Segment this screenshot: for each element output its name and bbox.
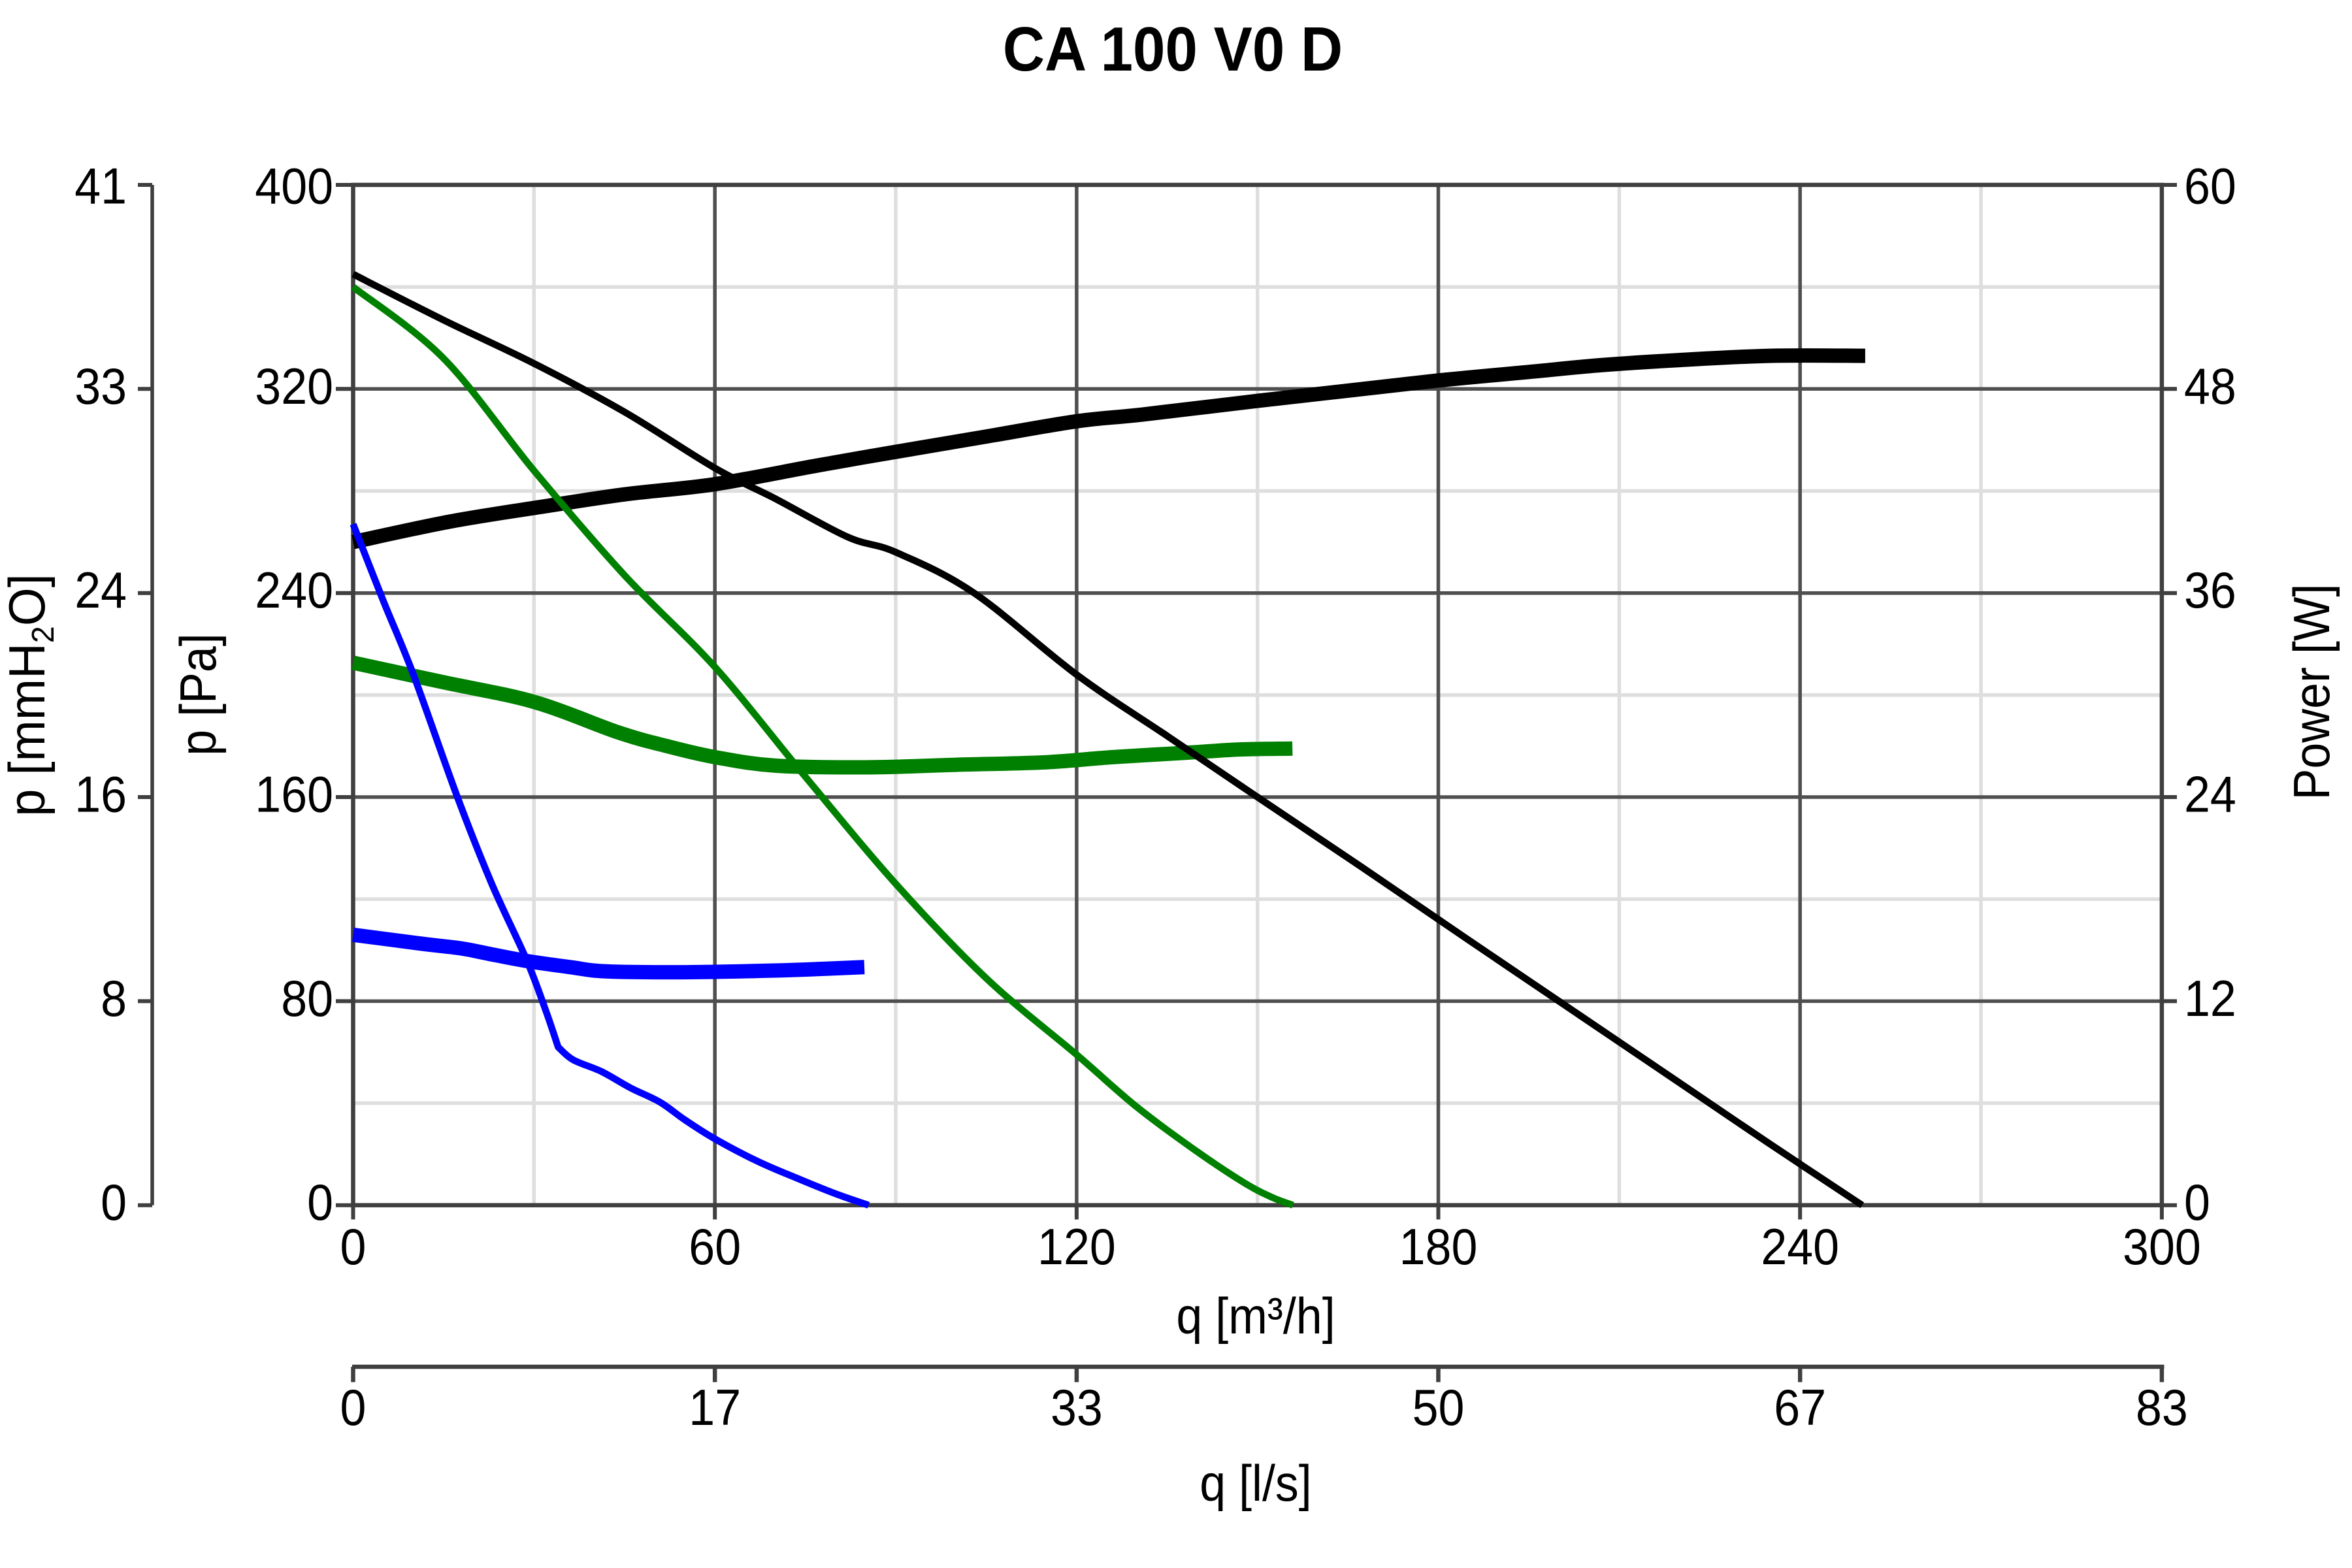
svg-text:320: 320: [255, 357, 333, 415]
svg-text:36: 36: [2184, 561, 2236, 619]
svg-text:0: 0: [101, 1173, 127, 1231]
svg-text:17: 17: [689, 1379, 741, 1436]
svg-text:0: 0: [307, 1173, 333, 1231]
svg-text:0: 0: [340, 1379, 367, 1436]
svg-text:400: 400: [255, 157, 333, 215]
svg-text:160: 160: [255, 766, 333, 823]
svg-text:16: 16: [74, 766, 127, 823]
svg-text:83: 83: [2136, 1379, 2188, 1436]
svg-text:50: 50: [1413, 1379, 1465, 1436]
svg-text:48: 48: [2184, 357, 2236, 415]
svg-text:q [l/s]: q [l/s]: [1200, 1454, 1312, 1512]
svg-text:Power [W]: Power [W]: [2283, 584, 2340, 800]
svg-text:24: 24: [74, 561, 127, 619]
svg-text:0: 0: [2184, 1173, 2210, 1231]
svg-text:300: 300: [2123, 1218, 2201, 1275]
svg-text:CA 100 V0 D: CA 100 V0 D: [1003, 14, 1343, 84]
svg-text:12: 12: [2184, 970, 2236, 1027]
svg-text:33: 33: [1051, 1379, 1103, 1436]
svg-text:24: 24: [2184, 766, 2236, 823]
svg-text:8: 8: [101, 970, 127, 1027]
svg-text:120: 120: [1037, 1218, 1116, 1275]
svg-text:q [m³/h]: q [m³/h]: [1176, 1287, 1335, 1345]
svg-text:60: 60: [2184, 157, 2236, 215]
svg-text:240: 240: [1761, 1218, 1839, 1275]
svg-text:240: 240: [255, 561, 333, 619]
svg-text:180: 180: [1399, 1218, 1478, 1275]
svg-text:33: 33: [74, 357, 127, 415]
svg-text:80: 80: [281, 970, 333, 1027]
svg-text:p [mmH2O]: p [mmH2O]: [0, 574, 61, 817]
svg-text:0: 0: [340, 1218, 367, 1275]
svg-text:p [Pa]: p [Pa]: [169, 633, 227, 756]
svg-text:41: 41: [74, 157, 127, 215]
svg-text:60: 60: [689, 1218, 741, 1275]
svg-text:67: 67: [1774, 1379, 1826, 1436]
